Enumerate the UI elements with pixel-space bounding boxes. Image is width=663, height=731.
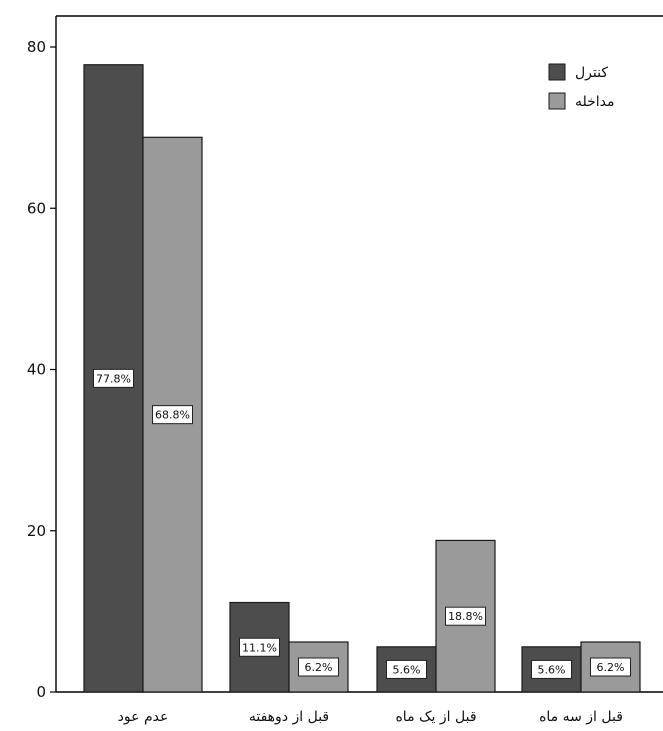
x-category-label: قبل از یک ماه xyxy=(395,709,476,725)
bars-layer xyxy=(84,65,640,692)
data-label: 6.2% xyxy=(597,661,625,674)
data-label: 77.8% xyxy=(96,372,131,385)
legend-label-intervention: مداخله xyxy=(575,94,615,110)
legend-label-control: کنترل xyxy=(575,65,608,81)
x-category-label: قبل از دوهفته xyxy=(249,709,329,725)
x-category-label: قبل از سه ماه xyxy=(539,709,623,725)
y-tick-label: 80 xyxy=(27,38,46,56)
legend-swatch-intervention xyxy=(549,93,565,109)
legend: کنترل مداخله xyxy=(549,64,615,110)
y-tick-label: 60 xyxy=(27,199,46,217)
y-tick-label: 20 xyxy=(27,522,46,540)
x-category-label: عدم عود xyxy=(118,709,169,725)
data-label: 5.6% xyxy=(393,663,421,676)
data-label: 6.2% xyxy=(305,661,333,674)
y-tick-label: 0 xyxy=(36,683,46,701)
y-tick-label: 40 xyxy=(27,361,46,379)
legend-swatch-control xyxy=(549,64,565,80)
data-label: 68.8% xyxy=(155,409,190,422)
data-label: 5.6% xyxy=(538,663,566,676)
data-label: 18.8% xyxy=(448,610,483,623)
data-label: 11.1% xyxy=(242,641,277,654)
